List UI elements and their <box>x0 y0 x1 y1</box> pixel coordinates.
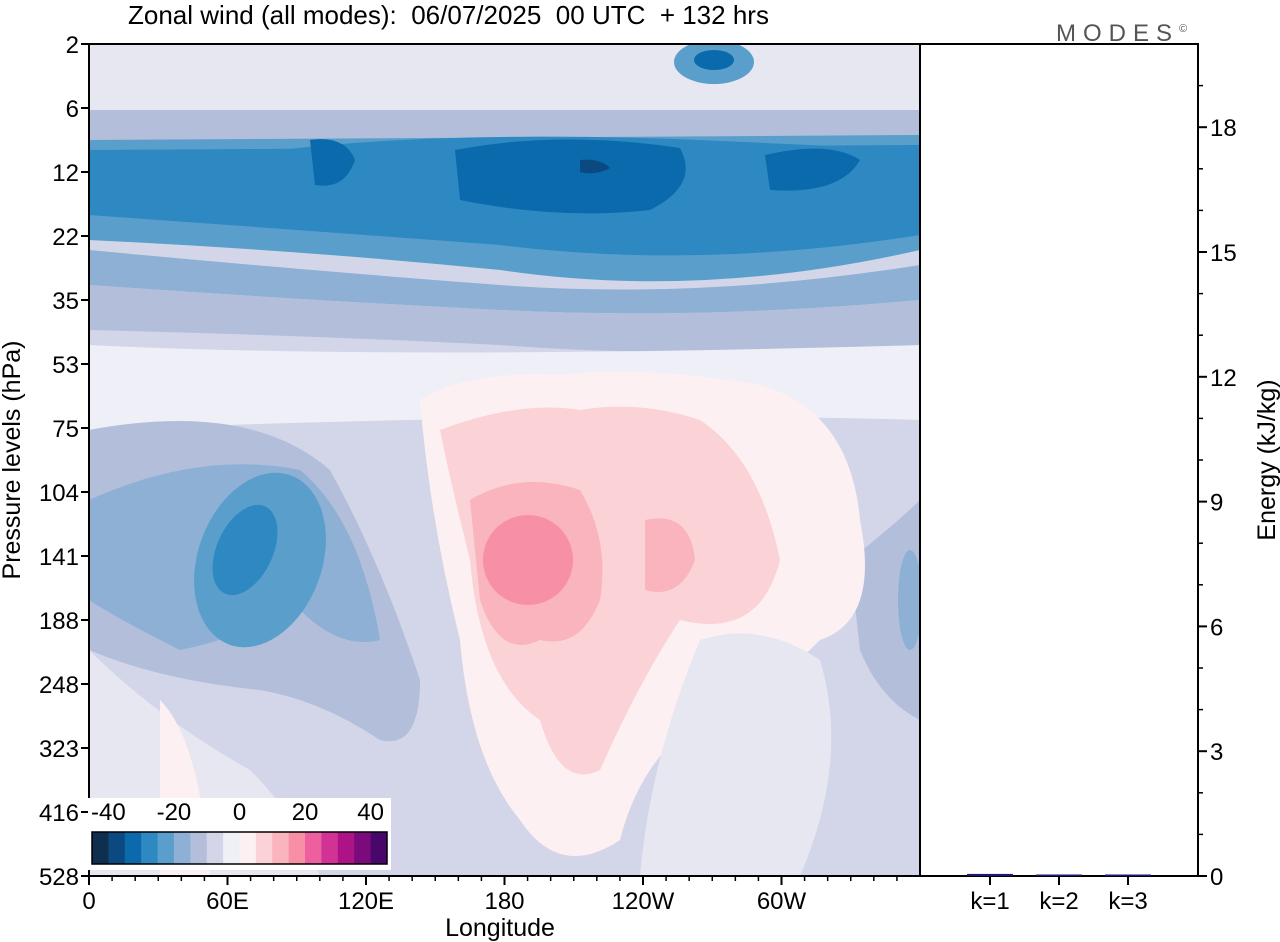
y-tick-label: 188 <box>39 608 79 635</box>
wind-contour-field <box>89 44 920 876</box>
y-tick-label: 323 <box>39 736 79 763</box>
colorbar-swatch <box>354 832 372 864</box>
modes-logo: MODES© <box>1056 20 1187 48</box>
colorbar-swatch <box>288 832 306 864</box>
colorbar-label: -40 <box>91 799 126 826</box>
y-tick-label: 141 <box>39 544 79 571</box>
colorbar-swatch <box>206 832 224 864</box>
colorbar-swatch <box>337 832 355 864</box>
colorbar-label: 40 <box>357 799 384 826</box>
colorbar-swatch <box>321 832 339 864</box>
bar-category-label: k=3 <box>1108 888 1147 915</box>
y-tick-label: 248 <box>39 672 79 699</box>
colorbar-label: 0 <box>233 799 246 826</box>
x-tick-label: 0 <box>82 888 95 915</box>
energy-tick-label: 9 <box>1210 490 1223 517</box>
energy-bar-k=1 <box>967 873 1013 876</box>
energy-tick-label: 18 <box>1210 115 1237 142</box>
colorbar-swatch <box>92 832 109 864</box>
energy-bar-k=2 <box>1036 874 1082 876</box>
longitude-axis: 0 60E 120E 180 120W 60W <box>82 876 898 915</box>
colorbar-swatch <box>108 832 126 864</box>
energy-tick-label: 3 <box>1210 739 1223 766</box>
y-tick-label: 12 <box>52 160 79 187</box>
colorbar-swatch <box>223 832 240 864</box>
energy-axis-label: Energy (kJ/kg) <box>1253 379 1280 540</box>
colorbar-label: -20 <box>157 799 192 826</box>
bar-category-label: k=1 <box>970 888 1009 915</box>
y-tick-label: 528 <box>39 864 79 891</box>
y-tick-label: 104 <box>39 480 79 507</box>
x-tick-label: 120E <box>338 888 394 915</box>
energy-bar-k=3 <box>1105 874 1151 876</box>
energy-frame <box>919 43 1199 877</box>
pressure-axis: 2 6 12 22 35 53 75 104 141 188 248 323 416 528 <box>39 32 89 891</box>
y-tick-label: 35 <box>52 288 79 315</box>
y-tick-label: 22 <box>52 224 79 251</box>
colorbar: -40 -20 0 20 40 <box>88 798 391 870</box>
x-tick-label: 120W <box>612 888 675 915</box>
bar-category-label: k=2 <box>1039 888 1078 915</box>
colorbar-swatch <box>124 832 142 864</box>
chart-title: Zonal wind (all modes): 06/07/2025 00 UT… <box>128 0 769 30</box>
colorbar-swatch <box>370 832 388 864</box>
y-tick-label: 75 <box>52 416 79 443</box>
logo-text: MODES <box>1056 20 1180 47</box>
x-tick-label: 180 <box>484 888 524 915</box>
colorbar-swatch <box>255 832 273 864</box>
y-tick-label: 53 <box>52 352 79 379</box>
colorbar-swatch <box>272 832 290 864</box>
colorbar-frame <box>91 831 388 865</box>
energy-tick-label: 15 <box>1210 240 1237 267</box>
y-axis-label: Pressure levels (hPa) <box>0 341 26 580</box>
energy-tick-label: 12 <box>1210 365 1237 392</box>
y-tick-label: 416 <box>39 800 79 827</box>
colorbar-label: 20 <box>292 799 319 826</box>
x-tick-label: 60W <box>757 888 807 915</box>
colorbar-swatch <box>157 832 175 864</box>
colorbar-swatch <box>190 832 208 864</box>
energy-bars: k=1 k=2 k=3 <box>967 873 1151 915</box>
energy-tick-label: 0 <box>1210 864 1223 891</box>
x-axis-label: Longitude <box>445 914 555 942</box>
colorbar-swatch <box>141 832 159 864</box>
energy-tick-label: 6 <box>1210 614 1223 641</box>
energy-axis: 0 3 6 9 12 15 18 <box>1198 84 1237 891</box>
logo-copyright-mark: © <box>1179 23 1188 35</box>
y-tick-label: 6 <box>66 96 79 123</box>
colorbar-swatch <box>305 832 322 864</box>
x-tick-label: 60E <box>206 888 249 915</box>
colorbar-swatch <box>239 832 257 864</box>
colorbar-swatch <box>173 832 191 864</box>
y-tick-label: 2 <box>66 32 79 59</box>
